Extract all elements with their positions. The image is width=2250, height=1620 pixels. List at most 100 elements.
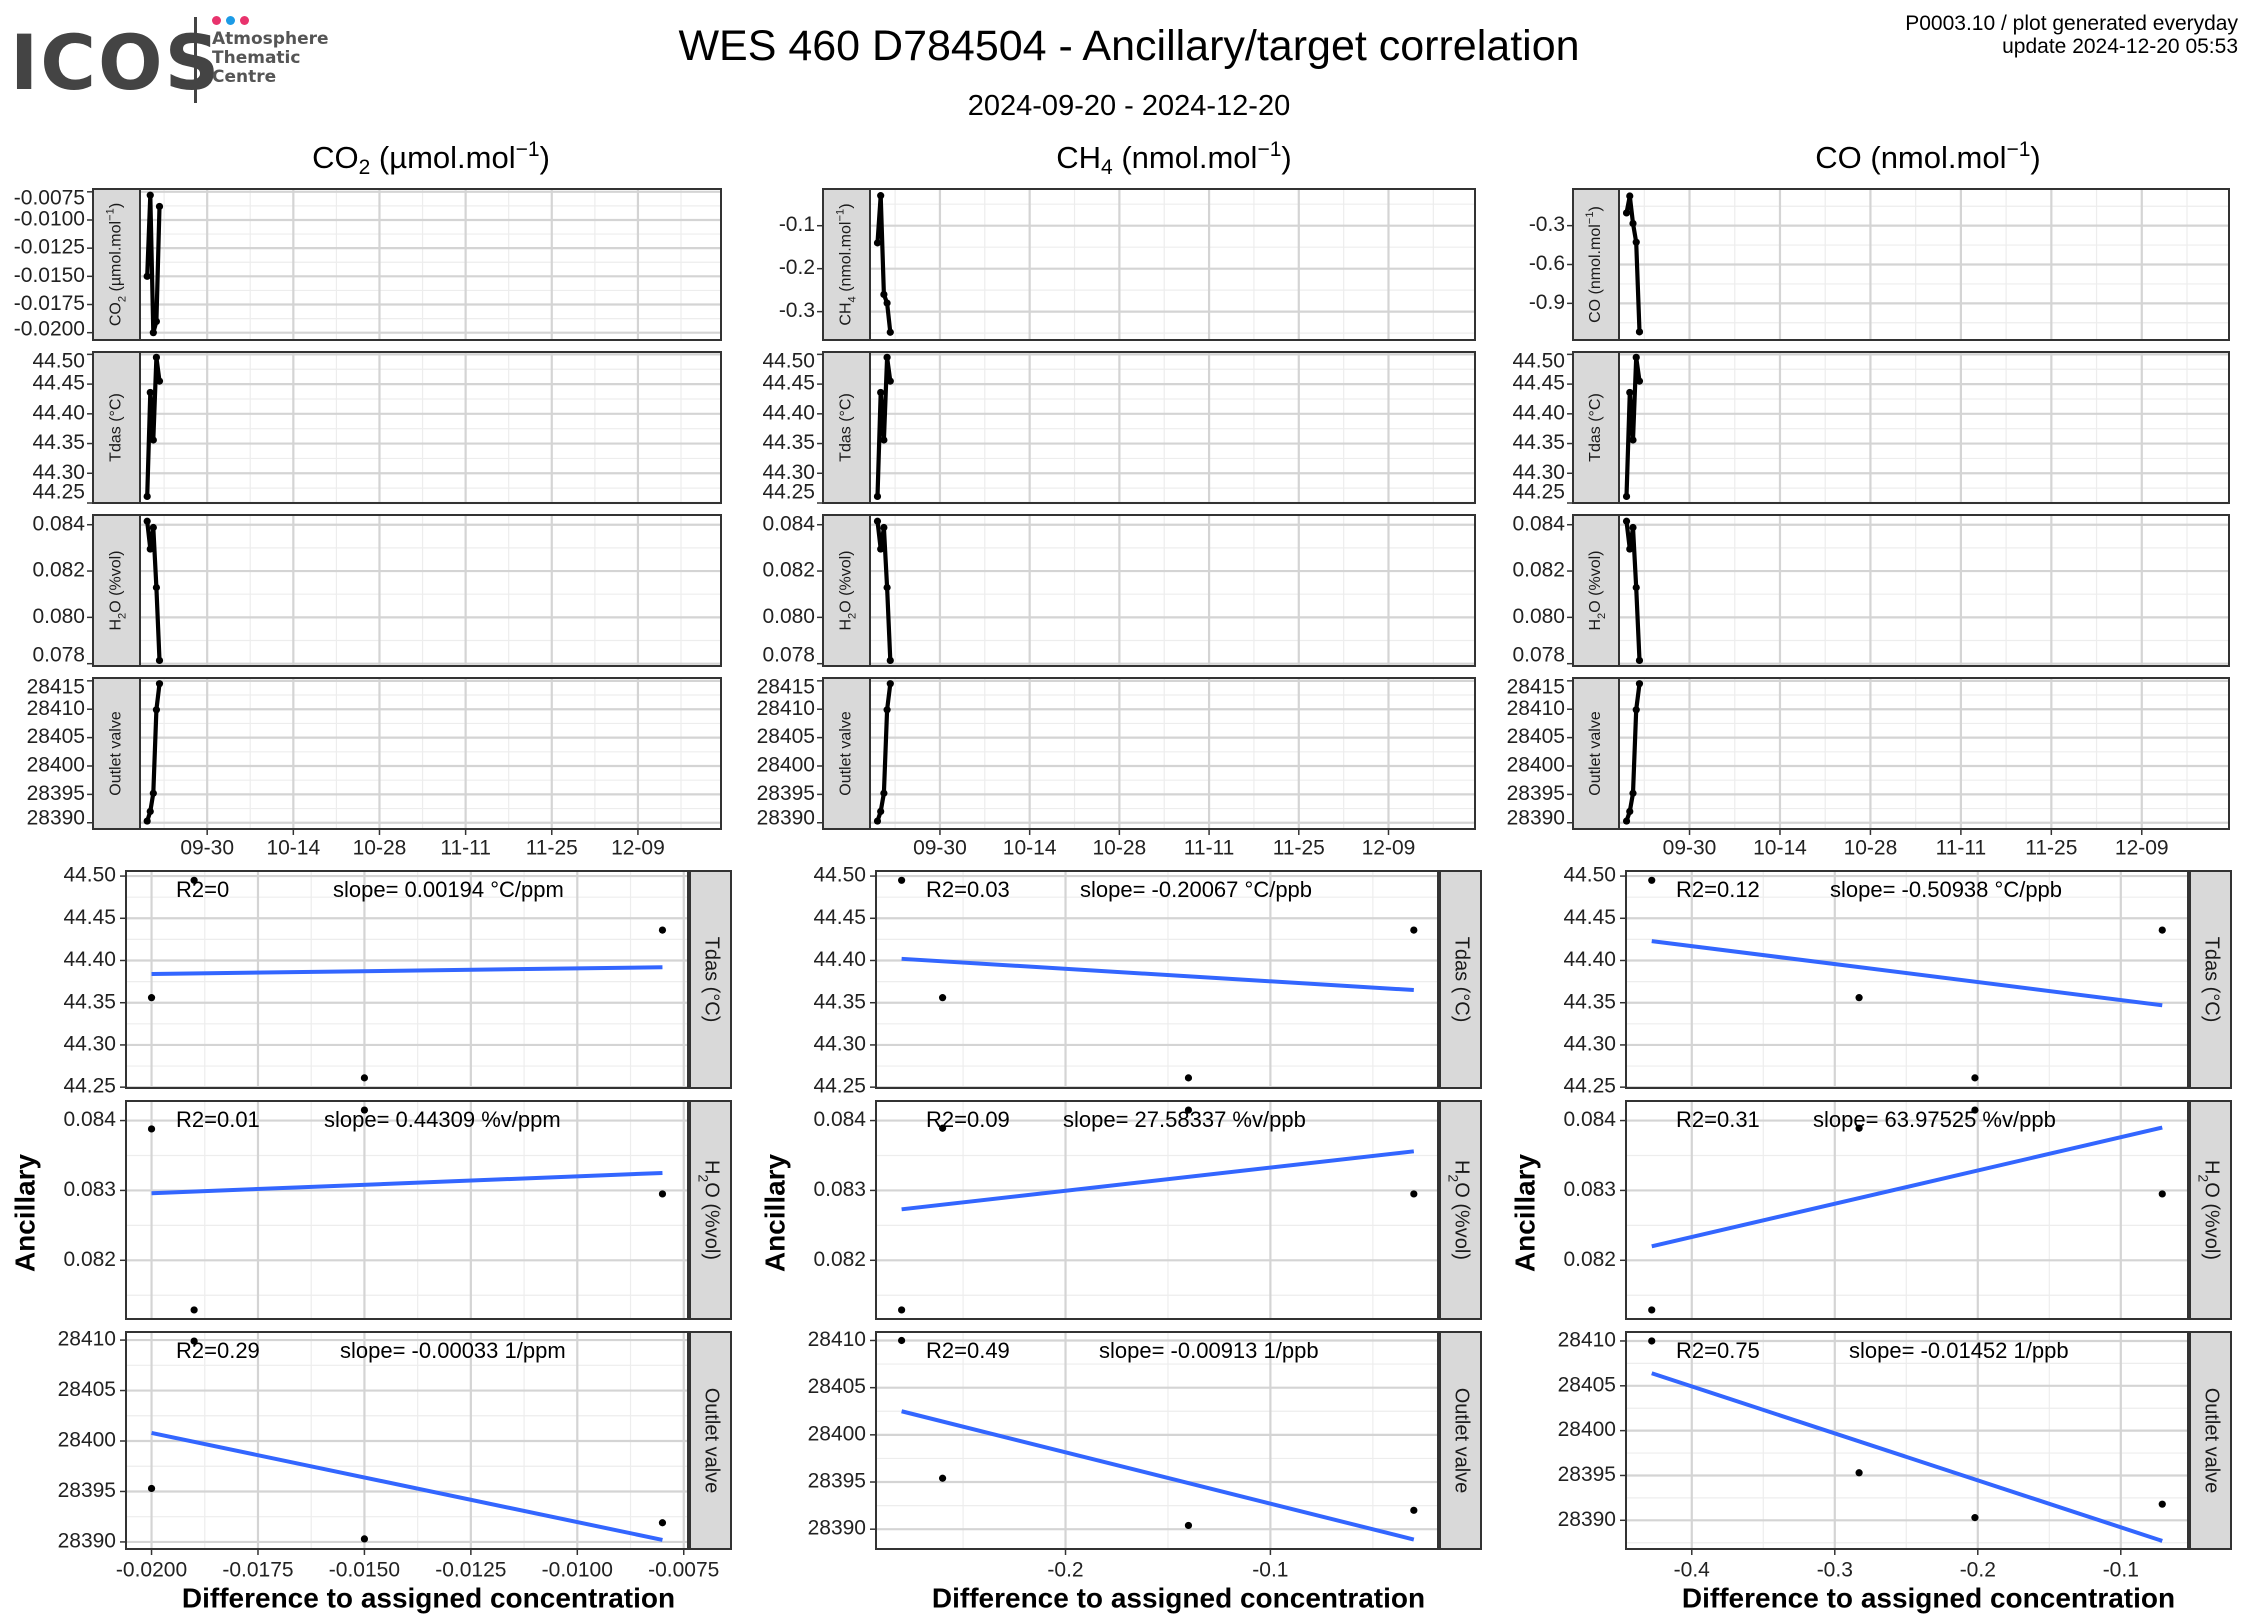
data-point: [155, 656, 164, 665]
strip: [1572, 351, 1620, 504]
strip-label: Tdas (°C): [1450, 937, 1472, 1023]
x-tick-label: 11-11: [1936, 837, 1987, 860]
data-point: [877, 545, 885, 553]
label-part: Tdas (°C): [1450, 937, 1472, 1023]
data-point: [1632, 353, 1640, 361]
data-point: [152, 353, 161, 361]
y-tick-label: 28390: [1507, 807, 1565, 830]
scatter-point: [1855, 1469, 1863, 1477]
x-tick-label: -0.1: [1252, 1559, 1288, 1582]
label-part: Tdas (°C): [2200, 937, 2222, 1023]
data-point: [149, 436, 157, 444]
data-point: [1632, 706, 1640, 714]
x-tick-label: -0.0125: [435, 1559, 506, 1582]
scatter-point: [360, 1074, 369, 1082]
title-part: (nmol.mol: [1861, 140, 2007, 175]
data-point: [1635, 656, 1644, 665]
scatter-point: [658, 1519, 667, 1527]
timeseries-panel: [140, 678, 721, 829]
y-tick-label: 44.30: [1563, 1032, 1616, 1055]
x-tick-label: 12-09: [1362, 837, 1416, 860]
y-tick-label: 28410: [757, 697, 815, 720]
scatter-point: [190, 876, 198, 884]
x-tick-label: 11-11: [440, 837, 491, 860]
title-sub: 4: [1101, 156, 1113, 179]
label-part: O (%vol): [1587, 550, 1604, 612]
title-part: CH: [1056, 140, 1102, 175]
data-point: [146, 191, 154, 199]
data-point: [877, 807, 885, 816]
y-tick-label: -0.3: [779, 299, 815, 322]
label-part: H: [2200, 1160, 2222, 1174]
column-title-ch4: CH4 (nmol.mol−1): [1056, 138, 1291, 180]
label-part: Outlet valve: [1587, 711, 1604, 796]
label-part: Outlet valve: [2200, 1388, 2222, 1494]
y-tick-label: 28405: [1558, 1373, 1616, 1396]
strip-label: Outlet valve: [838, 711, 855, 796]
scatter-point: [147, 1125, 156, 1133]
title-part: ): [1281, 140, 1292, 175]
data-point: [886, 680, 894, 688]
strip: [822, 677, 871, 830]
y-tick-label: 0.084: [762, 513, 815, 536]
label-part: 2: [1446, 1174, 1462, 1182]
strip-label: CH4 (nmol.mol−1): [834, 203, 858, 325]
x-tick-label: 11-11: [1184, 837, 1235, 860]
logo-wordmark: ICOS: [10, 18, 222, 107]
data-point: [143, 517, 151, 525]
strip-label: Tdas (°C): [838, 393, 855, 462]
data-point: [155, 680, 164, 688]
y-tick-label: 28390: [27, 807, 85, 830]
panel-border: [875, 1100, 1439, 1320]
y-tick-label: -0.0075: [14, 187, 85, 210]
data-point: [1632, 583, 1640, 592]
y-tick-label: 44.25: [813, 1075, 866, 1098]
scatter-point: [147, 1484, 156, 1493]
timeseries-panel: [1619, 352, 2229, 503]
r2-annotation: R2=0.09: [926, 1107, 1010, 1132]
y-tick-label: 28405: [1507, 725, 1565, 748]
y-tick-label: 0.082: [63, 1248, 116, 1271]
y-axis-title: Ancillary: [9, 1153, 40, 1272]
data-point: [149, 789, 157, 797]
chart-title: WES 460 D784504 - Ancillary/target corre…: [678, 22, 1580, 70]
slope-annotation: slope= 0.44309 %v/ppm: [324, 1107, 561, 1132]
strip-label: H2O (%vol): [108, 550, 129, 630]
slope-annotation: slope= 27.58337 %v/ppb: [1063, 1107, 1306, 1132]
timeseries-panel: [140, 352, 721, 503]
y-tick-label: 44.30: [1512, 461, 1565, 484]
data-point: [1626, 807, 1634, 816]
scatter-point: [1648, 876, 1656, 884]
scatter-point: [360, 1106, 369, 1114]
data-point: [1635, 680, 1644, 688]
x-tick-label: 10-28: [353, 837, 407, 860]
logo-dot-icon: [212, 16, 221, 25]
regression-line: [151, 965, 663, 977]
scatter-point: [1184, 1074, 1193, 1082]
regression-line: [1651, 1371, 2163, 1543]
x-tick-label: 09-30: [913, 837, 967, 860]
data-point: [880, 523, 888, 532]
y-tick-label: -0.1: [779, 213, 815, 236]
y-tick-label: 28400: [1507, 754, 1565, 777]
data-point: [146, 545, 154, 553]
y-tick-label: -0.0150: [14, 264, 85, 287]
y-tick-label: 28395: [1558, 1463, 1616, 1486]
strip-label: Tdas (°C): [700, 937, 722, 1023]
y-tick-label: 44.40: [1512, 401, 1565, 424]
label-part: −1: [834, 209, 846, 222]
data-point: [886, 328, 894, 336]
y-tick-label: 44.35: [32, 431, 85, 454]
y-tick-label: 44.25: [1512, 481, 1565, 504]
label-part: H: [700, 1160, 722, 1174]
scatter-point: [1648, 1306, 1656, 1314]
data-point: [883, 299, 891, 307]
x-axis-title: Difference to assigned concentration: [182, 1582, 675, 1613]
strip-label: H2O (%vol): [696, 1160, 722, 1260]
y-tick-label: -0.0200: [14, 318, 85, 341]
strip-label: Outlet valve: [1450, 1388, 1472, 1494]
strip: [1439, 1331, 1482, 1550]
strip: [2189, 1100, 2232, 1320]
scatter-point: [938, 1474, 947, 1482]
